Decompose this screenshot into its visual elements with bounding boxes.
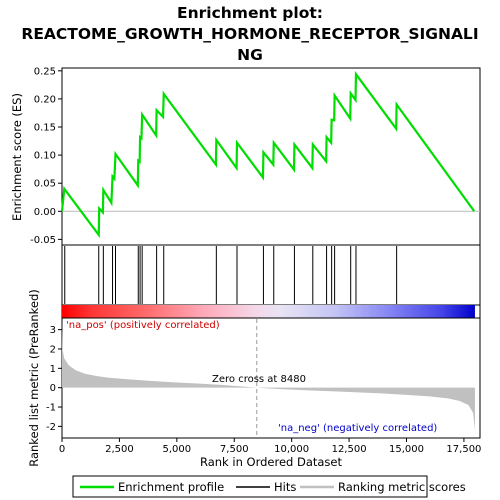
chart-title-line-3: NG [237,46,263,64]
metric-y-tick-label: -1 [46,403,56,414]
metric-y-tick-label: -2 [46,422,56,433]
es-y-axis-label: Enrichment score (ES) [10,93,24,221]
es-y-tick-label: -0.05 [30,235,56,246]
metric-y-tick-label: 3 [50,325,56,336]
es-plot-frame [61,67,481,246]
metric-y-tick-label: 1 [50,364,56,375]
hits-panel [61,244,481,306]
metric-y-axis-label: Ranked list metric (PreRanked) [27,289,41,467]
x-axis-label: Rank in Ordered Dataset [200,455,343,469]
es-y-tick-label: 0.25 [34,66,56,77]
x-tick-label: 17,500 [446,444,481,455]
legend-enrichment-label: Enrichment profile [118,480,224,494]
es-y-tick-label: 0.20 [34,94,56,105]
x-tick-label: 5,000 [163,444,192,455]
metric-panel: -2 -1 0 1 2 3 'na_pos' (positively correlated… [27,289,481,467]
hits-frame [61,244,481,306]
es-y-tick-label: 0.00 [34,207,56,218]
x-tick-label: 2,500 [105,444,134,455]
es-panel: -0.05 0.00 0.05 0.10 0.15 0.20 0.25 Enrichment… [10,66,481,246]
x-tick-label: 15,000 [389,444,424,455]
hit-lines [64,246,398,304]
na-pos-label: 'na_pos' (positively correlated) [66,320,220,331]
x-axis: 0 2,500 5,000 7,500 10,000 12,500 15,000 17,500 [59,438,481,455]
metric-y-axis: -2 -1 0 1 2 3 [46,325,62,433]
legend: Enrichment profile Hits Ranking metric s… [72,475,466,498]
es-profile-line [60,70,476,239]
ranking-color-bar [61,304,481,319]
es-y-tick-label: 0.05 [34,179,56,190]
legend-hits-label: Hits [274,480,296,494]
x-tick-label: 7,500 [220,444,249,455]
zero-cross-label: Zero cross at 8480 [212,374,306,385]
es-y-tick-label: 0.10 [34,151,56,162]
es-y-axis: -0.05 0.00 0.05 0.10 0.15 0.20 0.25 [30,66,62,246]
na-neg-label: 'na_neg' (negatively correlated) [278,423,437,434]
x-tick-label: 12,500 [332,444,367,455]
chart-title-line-1: Enrichment plot: [177,4,323,22]
x-tick-label: 0 [59,444,65,455]
chart-title-line-2: REACTOME_GROWTH_HORMONE_RECEPTOR_SIGNALI [21,25,478,43]
legend-metric-label: Ranking metric scores [338,480,466,494]
es-y-tick-label: 0.15 [34,123,56,134]
metric-y-tick-label: 0 [50,383,56,394]
color-bar-gradient [62,305,475,318]
metric-frame [61,317,481,439]
metric-y-tick-label: 2 [50,344,56,355]
x-tick-label: 10,000 [274,444,309,455]
